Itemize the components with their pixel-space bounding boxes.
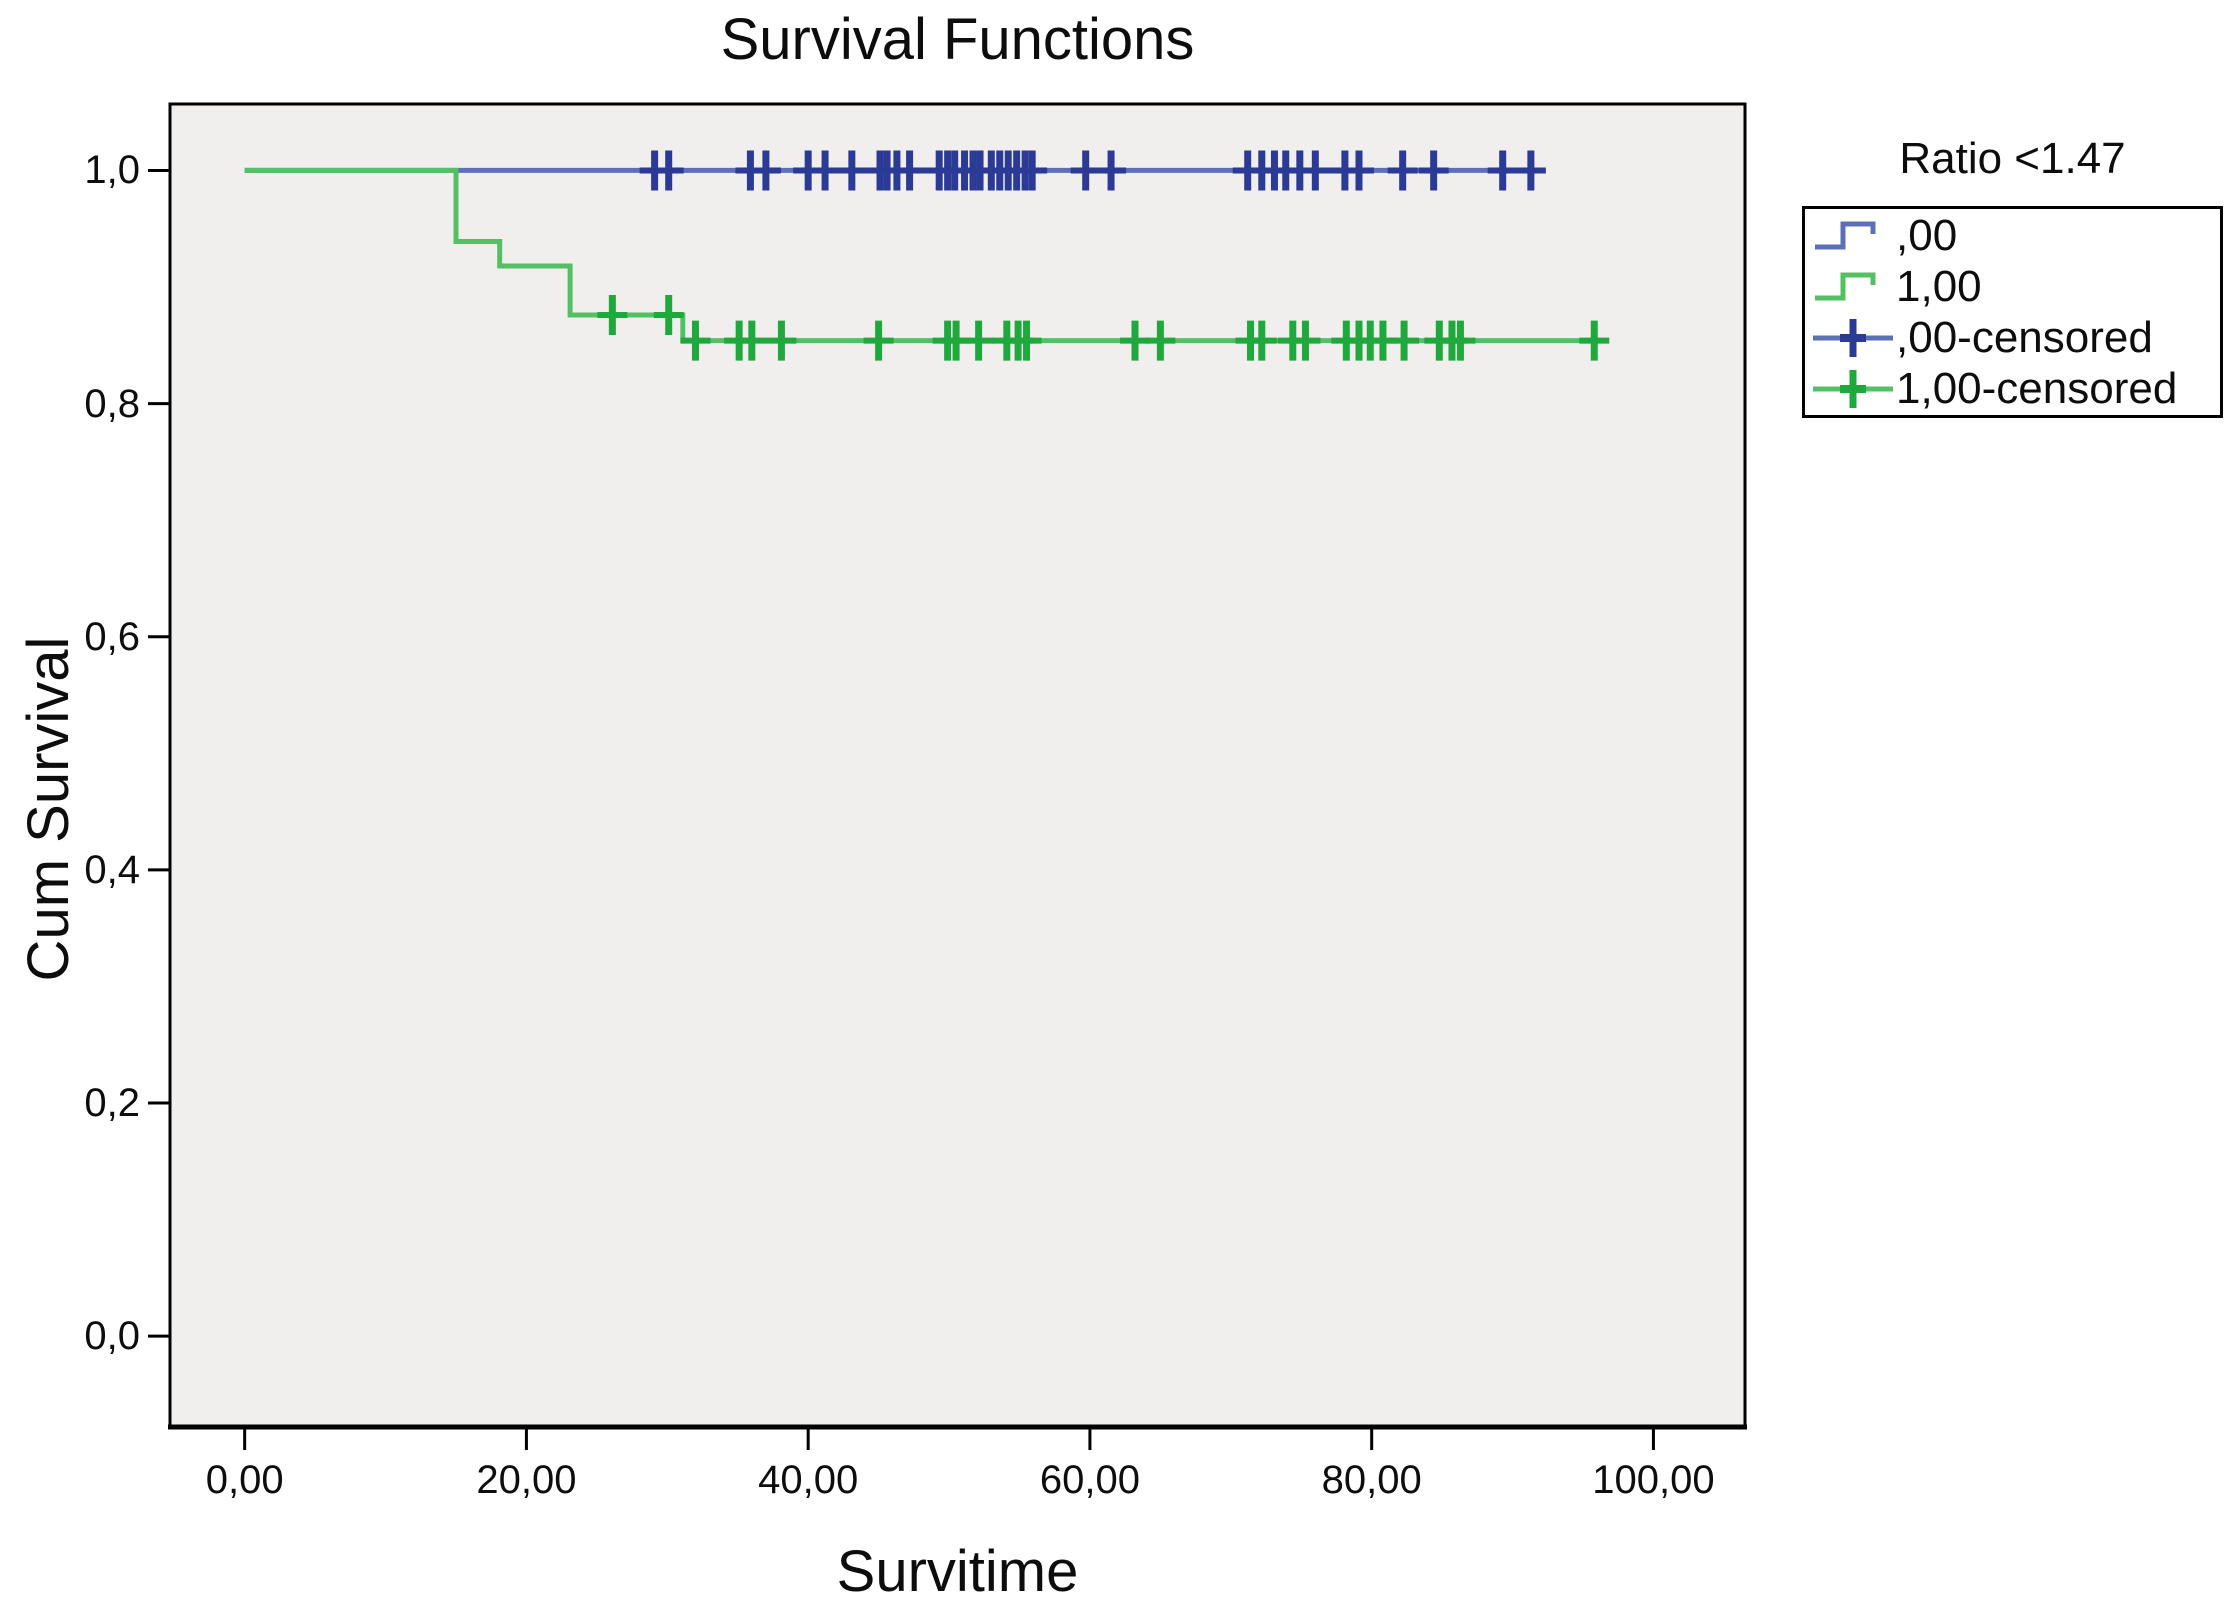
tick-marks [148, 168, 1655, 1450]
chart-title: Survival Functions [720, 7, 1195, 72]
survival-curve-group-1 [244, 167, 1610, 361]
x-tick-label: 100,00 [1592, 1458, 1715, 1502]
x-axis-title: Survitime [836, 1539, 1079, 1604]
legend-censor-plus-icon [1813, 318, 1893, 357]
x-tick-label: 40,00 [758, 1458, 859, 1502]
legend-row-1: 1,00 [1811, 261, 2220, 312]
survival-curve-1 [244, 167, 1605, 344]
x-tick-label: 20,00 [476, 1458, 577, 1502]
plot-area [170, 104, 1745, 1427]
survival-curve-group-0 [244, 150, 1546, 191]
legend-label: ,00-censored [1896, 312, 2153, 362]
censor-marks-group-0 [639, 150, 1546, 191]
legend-label: ,00 [1896, 210, 1958, 260]
y-tick-label: 0,2 [84, 1080, 140, 1125]
legend-step-line-icon [1815, 272, 1876, 300]
legend-box: ,00 1,00,00-censored 1,00-censored [1802, 206, 2223, 418]
legend-row-3: 1,00-censored [1811, 363, 2220, 414]
y-tick-label: 0,4 [84, 847, 140, 892]
y-tick-label: 1,0 [84, 148, 140, 193]
legend-row-2: ,00-censored [1811, 312, 2220, 363]
x-tick-label: 0,00 [205, 1458, 284, 1502]
x-tick-label: 80,00 [1321, 1458, 1422, 1502]
legend-label: 1,00 [1896, 261, 1982, 311]
censor-marks-group-1 [597, 294, 1610, 361]
legend-step-line-icon [1815, 221, 1876, 249]
legend-label: 1,00-censored [1896, 363, 2178, 413]
y-tick-label: 0,6 [84, 614, 140, 659]
y-tick-label: 0,8 [84, 381, 140, 426]
legend-row-0: ,00 [1811, 210, 2220, 261]
legend-title: Ratio <1.47 [1899, 134, 2126, 183]
y-tick-label: 0,0 [84, 1314, 140, 1359]
x-tick-label: 60,00 [1039, 1458, 1140, 1502]
legend-censor-plus-icon [1813, 369, 1893, 408]
